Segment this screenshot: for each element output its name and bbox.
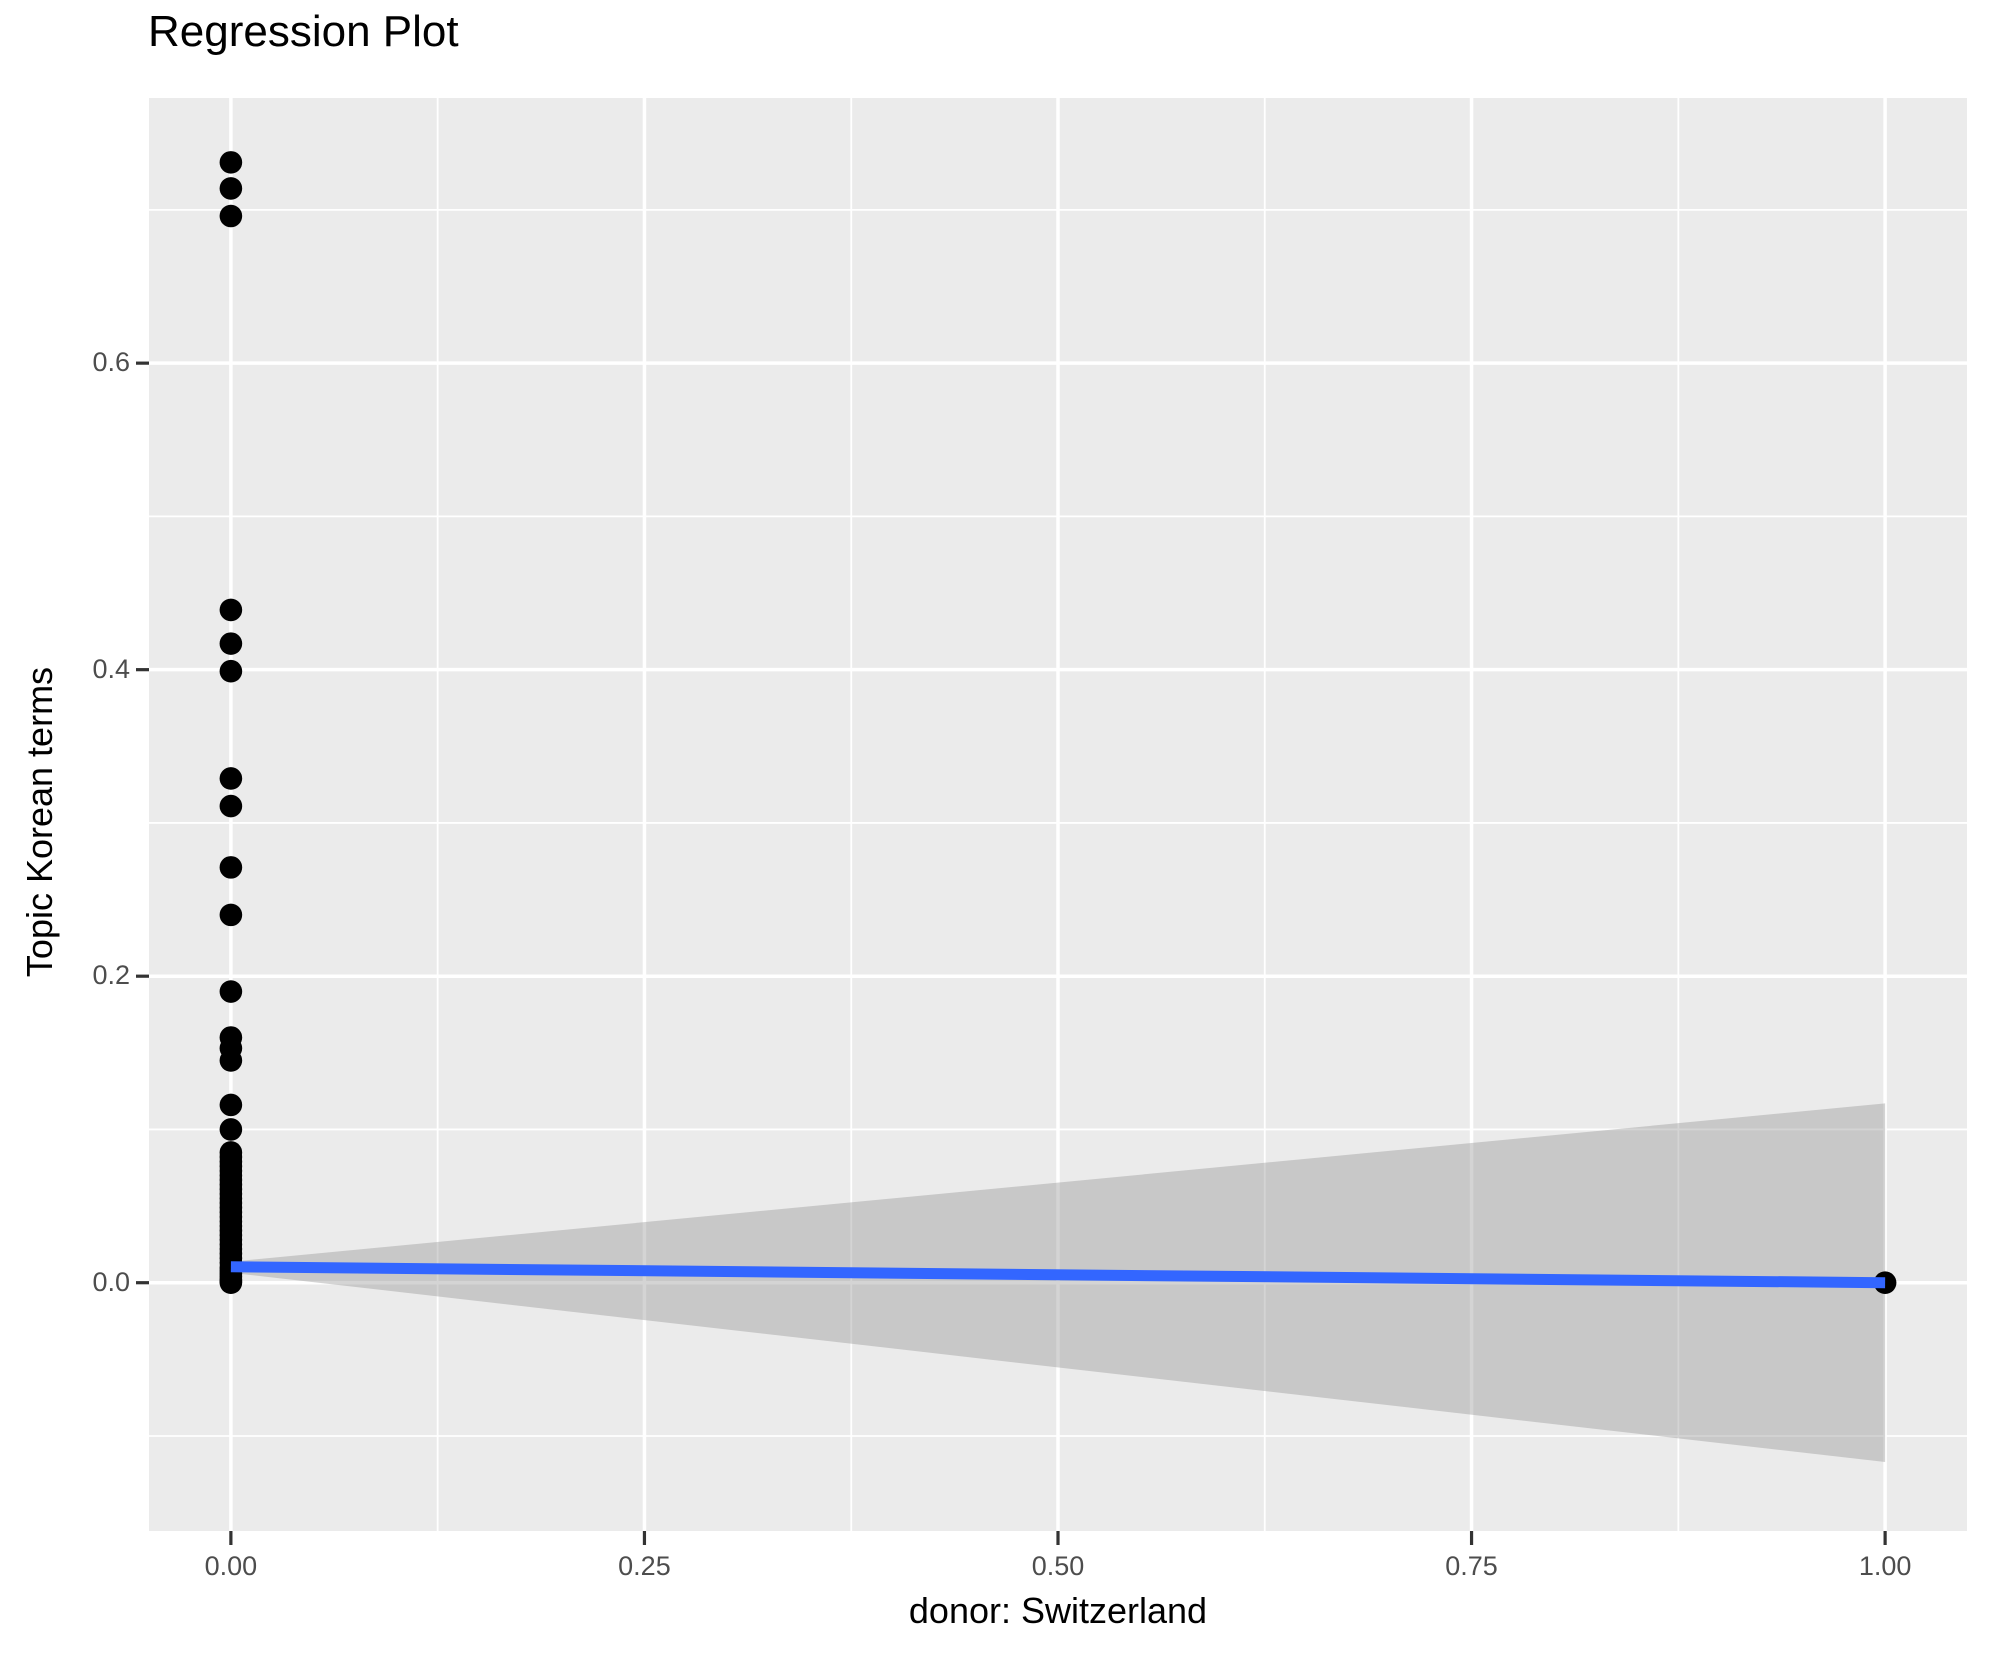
data-point [219, 794, 243, 818]
y-tick-label: 0.0 [92, 1266, 130, 1297]
data-point [219, 598, 243, 622]
regression-line [230, 1261, 1886, 1289]
data-point [219, 204, 243, 228]
x-tick-label: 0.25 [618, 1551, 671, 1581]
y-tick-label: 0.4 [92, 653, 130, 684]
confidence-band [230, 1103, 1886, 1463]
x-tick-label: 0.50 [1031, 1551, 1085, 1581]
data-point [219, 767, 243, 790]
x-tick-label: 0.00 [204, 1551, 258, 1581]
data-point [219, 177, 243, 200]
data-point [219, 980, 243, 1003]
x-tick-label: 0.75 [1445, 1551, 1498, 1581]
data-point [219, 1271, 243, 1295]
data-point [219, 659, 243, 683]
data-point [219, 903, 243, 927]
data-point [219, 151, 243, 174]
x-tick-label: 1.00 [1858, 1551, 1912, 1581]
data-point [219, 632, 243, 655]
data-point [219, 1093, 243, 1117]
y-tick-label: 0.2 [92, 960, 130, 991]
y-axis-title: Topic Korean terms [19, 666, 60, 978]
data-point [219, 1049, 243, 1072]
data-point [219, 1118, 243, 1141]
y-tick-label: 0.6 [92, 347, 130, 378]
data-point [219, 856, 243, 879]
plot-title: Regression Plot [148, 7, 459, 56]
x-axis-title: donor: Switzerland [908, 1590, 1208, 1631]
